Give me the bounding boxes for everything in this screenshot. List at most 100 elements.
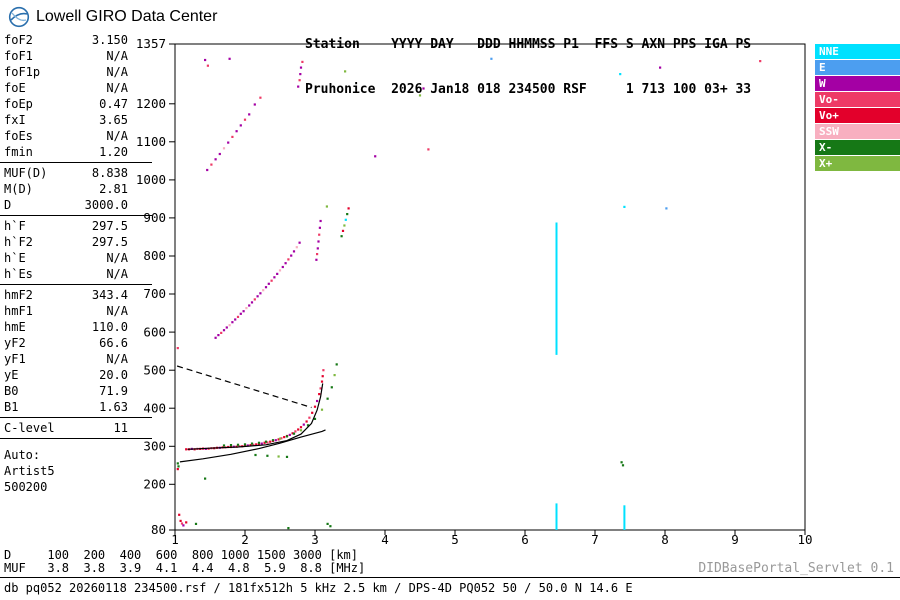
param-group: C-level 11 (0, 417, 152, 439)
x-tick-label: 10 (797, 532, 812, 547)
param-value: 1.63 (99, 400, 128, 414)
legend-item-vo-minus: Vo- (815, 92, 900, 107)
param-label: yF1 (4, 352, 26, 366)
param-panel: foF2 3.150 foF1 N/A foF1p N/A foE N/A foEp 0.47 fx… (0, 30, 152, 495)
true-height-profile (179, 429, 326, 463)
auto-scaler-line: 500200 (4, 480, 48, 494)
param-group: h`F 297.5 h`F2 297.5 h`E N/A h`Es N/A (0, 215, 152, 284)
x-tick-label: 9 (731, 532, 739, 547)
x-tick-label: 2 (241, 532, 249, 547)
param-row: h`F 297.5 (0, 218, 152, 234)
param-label: C-level (4, 421, 55, 435)
y-tick-label: 600 (143, 324, 166, 339)
param-label: foF2 (4, 33, 33, 47)
scaling-curves (176, 365, 326, 463)
param-value: 20.0 (99, 368, 128, 382)
param-value: 8.838 (91, 166, 128, 180)
param-label: foE (4, 81, 26, 95)
legend-item-x-minus: X- (815, 140, 900, 155)
param-row: fxI 3.65 (0, 112, 152, 128)
param-value: 297.5 (91, 219, 128, 233)
param-value: N/A (106, 251, 128, 265)
param-row: foF2 3.150 (0, 32, 152, 48)
param-label: fmin (4, 145, 33, 159)
servlet-version: DIDBasePortal_Servlet 0.1 (698, 561, 894, 576)
param-label: h`Es (4, 267, 33, 281)
echo-streaks (555, 222, 626, 530)
param-label: fxI (4, 113, 26, 127)
x-tick-label: 8 (661, 532, 669, 547)
param-group: MUF(D) 8.838 M(D) 2.81 D 3000.0 (0, 162, 152, 215)
auto-scaler-line: Auto: (4, 448, 41, 462)
y-tick-label: 80 (151, 522, 166, 537)
param-row: hmF1 N/A (0, 303, 152, 319)
param-value: 11 (113, 421, 128, 435)
y-tick-label: 900 (143, 210, 166, 225)
param-row: h`Es N/A (0, 266, 152, 282)
param-value: 3.65 (99, 113, 128, 127)
y-tick-label: 800 (143, 248, 166, 263)
param-label: foEs (4, 129, 33, 143)
y-tick-label: 500 (143, 362, 166, 377)
legend-item-w: W (815, 76, 900, 91)
auto-scaler-block: Auto: Artist5 500200 (0, 439, 152, 495)
param-row: MUF(D) 8.838 (0, 165, 152, 181)
param-value: 3000.0 (84, 198, 128, 212)
param-row: h`E N/A (0, 250, 152, 266)
param-label: foF1 (4, 49, 33, 63)
param-row: D 3000.0 (0, 197, 152, 213)
y-tick-label: 400 (143, 400, 166, 415)
station-header-line-2: Pruhonice 2026 Jan18 018 234500 RSF 1 71… (305, 82, 752, 97)
status-line: db pq052 20260118 234500.rsf / 181fx512h… (4, 581, 633, 595)
d-muf-table: D 100 200 400 600 800 1000 1500 3000 [km… (4, 549, 365, 575)
param-row: B1 1.63 (0, 399, 152, 415)
param-value: N/A (106, 267, 128, 281)
giro-globe-icon (8, 6, 30, 28)
x-axis: 1 2 3 4 5 6 7 8 9 10 (171, 530, 813, 547)
param-label: MUF(D) (4, 166, 48, 180)
param-value: 1.20 (99, 145, 128, 159)
param-value: N/A (106, 352, 128, 366)
param-row: C-level 11 (0, 420, 152, 436)
param-row: yE 20.0 (0, 367, 152, 383)
y-tick-label: 200 (143, 477, 166, 492)
param-row: hmF2 343.4 (0, 287, 152, 303)
param-row: foEp 0.47 (0, 96, 152, 112)
param-value: 343.4 (91, 288, 128, 302)
param-label: h`F2 (4, 235, 33, 249)
param-label: yF2 (4, 336, 26, 350)
legend-item-ssw: SSW (815, 124, 900, 139)
param-value: 110.0 (91, 320, 128, 334)
param-label: hmE (4, 320, 26, 334)
y-tick-label: 1100 (136, 134, 166, 149)
param-label: h`E (4, 251, 26, 265)
param-label: B1 (4, 400, 19, 414)
legend-item-vo-plus: Vo+ (815, 108, 900, 123)
param-row: foF1p N/A (0, 64, 152, 80)
param-label: M(D) (4, 182, 33, 196)
echo-points (176, 57, 762, 530)
param-row: yF1 N/A (0, 351, 152, 367)
param-group: foF2 3.150 foF1 N/A foF1p N/A foE N/A foEp 0.47 fx… (0, 30, 152, 162)
y-tick-label: 300 (143, 439, 166, 454)
param-label: yE (4, 368, 19, 382)
x-tick-label: 6 (521, 532, 529, 547)
x-tick-label: 4 (381, 532, 389, 547)
plot-frame (174, 43, 806, 531)
x-tick-label: 7 (591, 532, 599, 547)
param-label: hmF1 (4, 304, 33, 318)
y-axis: 1357 1200 1100 1000 900 800 700 600 500 400 300 200… (136, 36, 175, 537)
param-value: 66.6 (99, 336, 128, 350)
d-row: D 100 200 400 600 800 1000 1500 3000 [km… (4, 548, 359, 562)
param-value: 3.150 (91, 33, 128, 47)
param-row: foEs N/A (0, 128, 152, 144)
param-value: N/A (106, 304, 128, 318)
param-row: foE N/A (0, 80, 152, 96)
param-row: foF1 N/A (0, 48, 152, 64)
y-tick-label: 1357 (136, 36, 166, 51)
y-tick-label: 1200 (136, 96, 166, 111)
giro-logo: Lowell GIRO Data Center (8, 6, 217, 28)
param-label: D (4, 198, 12, 212)
x-tick-label: 3 (311, 532, 319, 547)
